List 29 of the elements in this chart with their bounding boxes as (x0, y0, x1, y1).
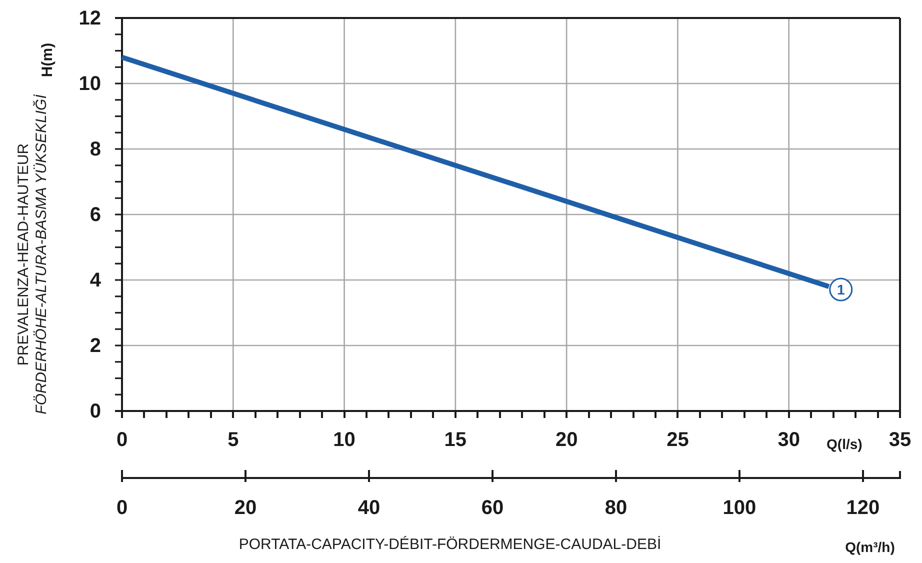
x-tick-label: 35 (888, 429, 912, 452)
y-axis-title: PREVALENZA-HEAD-HAUTEUR FÖRDERHÖHE-ALTURA-BASMA YÜKSEKLIĞİ (15, 94, 50, 414)
y-tick-label: 0 (90, 400, 101, 422)
x-tick-label: 15 (444, 429, 467, 452)
x-tick-label: 30 (778, 429, 800, 452)
x2-tick-label: 40 (358, 497, 380, 520)
x2-tick-label: 60 (481, 497, 504, 520)
x-tick-label: 10 (333, 429, 356, 452)
text: H(m) (39, 42, 56, 78)
y-tick-label: 12 (78, 7, 101, 30)
x2-tick-label: 100 (722, 497, 756, 520)
x-tick-label: 20 (555, 429, 578, 452)
x-axis-title: Q(l/s) (826, 436, 862, 452)
text: PORTATA-CAPACITY-DÉBIT-FÖRDERMENGE-CAUDAL-DEBİ (238, 535, 662, 553)
y-tick-label: 6 (90, 204, 101, 226)
y-tick-label: 10 (78, 72, 101, 95)
x2-tick-label: 0 (116, 497, 128, 520)
x-tick-label: 0 (116, 429, 128, 452)
x-tick-label: 25 (666, 429, 689, 452)
circled-number: 1 (829, 278, 853, 302)
y-tick-label: 8 (90, 138, 101, 160)
x2-tick-label: 80 (604, 497, 628, 520)
x2-tick-label: 120 (846, 497, 880, 520)
annotation: 1 (836, 282, 845, 298)
x2-tick-label: 20 (234, 497, 257, 520)
x2-axis-title: Q(m³/h) (845, 539, 895, 555)
y-tick-label: 4 (90, 269, 102, 292)
x-tick-label: 5 (228, 429, 239, 452)
y-tick-label: 2 (90, 334, 101, 357)
